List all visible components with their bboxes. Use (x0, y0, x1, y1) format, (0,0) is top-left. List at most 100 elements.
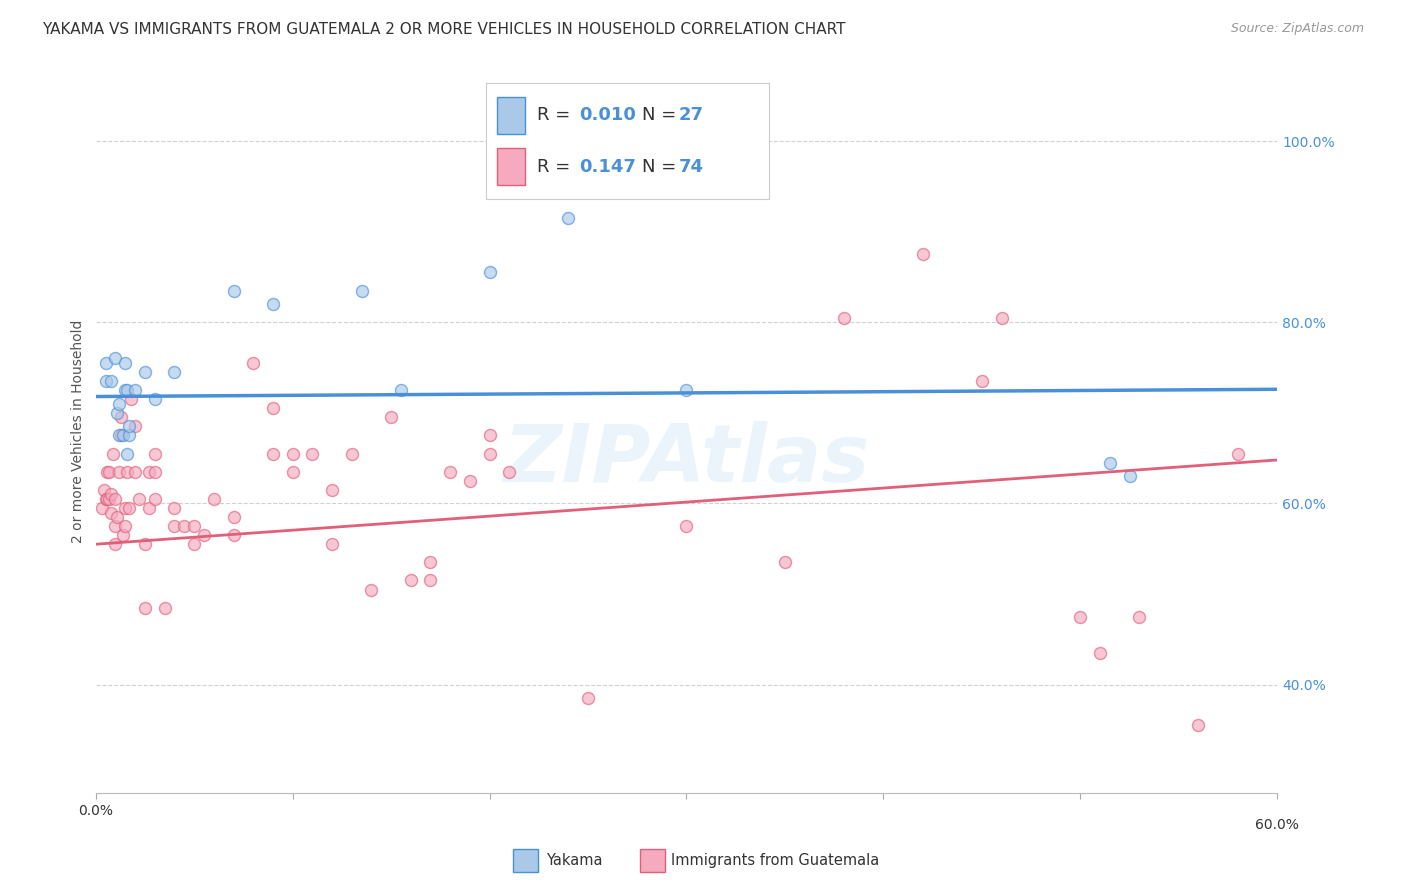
Text: 60.0%: 60.0% (1256, 818, 1299, 832)
Point (118, 419, 141, 434)
Point (105, 510, 128, 524)
Point (124, 465, 146, 479)
Point (321, 537, 343, 551)
Point (478, 447, 501, 461)
Point (498, 465, 520, 479)
Text: Immigrants from Guatemala: Immigrants from Guatemala (671, 854, 879, 868)
Point (340, 447, 363, 461)
Point (1128, 609, 1150, 624)
Point (94, 491, 117, 506)
Point (134, 600, 156, 615)
Point (94, 374, 117, 388)
Point (262, 401, 284, 416)
Point (242, 356, 264, 370)
Point (124, 383, 146, 397)
Point (115, 465, 138, 479)
Point (96, 491, 118, 506)
Point (1088, 646, 1111, 660)
Point (114, 356, 136, 370)
Point (104, 351, 127, 366)
Text: Source: ZipAtlas.com: Source: ZipAtlas.com (1230, 22, 1364, 36)
Point (96, 465, 118, 479)
Point (163, 500, 186, 515)
Point (143, 447, 166, 461)
Point (112, 428, 135, 442)
Point (100, 374, 122, 388)
Point (143, 465, 166, 479)
Point (143, 491, 166, 506)
Point (114, 519, 136, 533)
Point (222, 510, 245, 524)
Point (105, 406, 128, 420)
Point (970, 374, 993, 388)
Point (281, 465, 304, 479)
Point (104, 519, 127, 533)
Point (138, 500, 160, 515)
Point (134, 365, 156, 379)
Point (193, 528, 215, 542)
Point (153, 600, 176, 615)
Point (832, 310, 855, 325)
Point (1069, 609, 1091, 624)
Point (124, 419, 146, 434)
Point (399, 574, 422, 588)
Point (90, 500, 112, 515)
Point (1118, 469, 1140, 483)
Point (138, 465, 160, 479)
Point (93, 483, 115, 497)
Point (1226, 447, 1249, 461)
Point (911, 247, 934, 261)
Point (557, 211, 579, 225)
Point (350, 284, 373, 298)
Point (360, 582, 382, 597)
Point (675, 519, 697, 533)
Point (1098, 456, 1121, 470)
Y-axis label: 2 or more Vehicles in Household: 2 or more Vehicles in Household (72, 319, 86, 542)
Point (98, 491, 121, 506)
Text: YAKAMA VS IMMIGRANTS FROM GUATEMALA 2 OR MORE VEHICLES IN HOUSEHOLD CORRELATION : YAKAMA VS IMMIGRANTS FROM GUATEMALA 2 OR… (42, 22, 845, 37)
Point (100, 487, 122, 501)
Point (478, 265, 501, 279)
Point (100, 506, 122, 520)
Text: ZIPAtlas: ZIPAtlas (503, 421, 869, 499)
Point (262, 447, 284, 461)
Point (183, 519, 205, 533)
Point (110, 410, 132, 425)
Text: Yakama: Yakama (546, 854, 602, 868)
Point (202, 491, 225, 506)
Point (1187, 718, 1209, 732)
Point (163, 365, 186, 379)
Point (103, 447, 125, 461)
Point (112, 528, 135, 542)
Point (990, 310, 1012, 325)
Point (439, 465, 461, 479)
Point (108, 465, 131, 479)
Point (576, 691, 599, 706)
Point (675, 383, 697, 397)
Point (115, 447, 138, 461)
Point (380, 410, 402, 425)
Point (114, 500, 136, 515)
Point (419, 555, 441, 569)
Point (389, 383, 412, 397)
Point (222, 528, 245, 542)
Point (134, 537, 156, 551)
Point (281, 447, 304, 461)
Point (118, 500, 141, 515)
Point (110, 428, 132, 442)
Point (104, 537, 127, 551)
Point (108, 428, 131, 442)
Point (108, 397, 131, 411)
Point (94, 356, 117, 370)
Point (114, 383, 136, 397)
Point (104, 491, 127, 506)
Point (163, 519, 186, 533)
Point (120, 392, 142, 407)
Point (301, 447, 323, 461)
Point (478, 428, 501, 442)
Point (115, 383, 138, 397)
Point (173, 519, 195, 533)
Point (419, 574, 441, 588)
Point (262, 297, 284, 311)
Point (458, 474, 481, 488)
